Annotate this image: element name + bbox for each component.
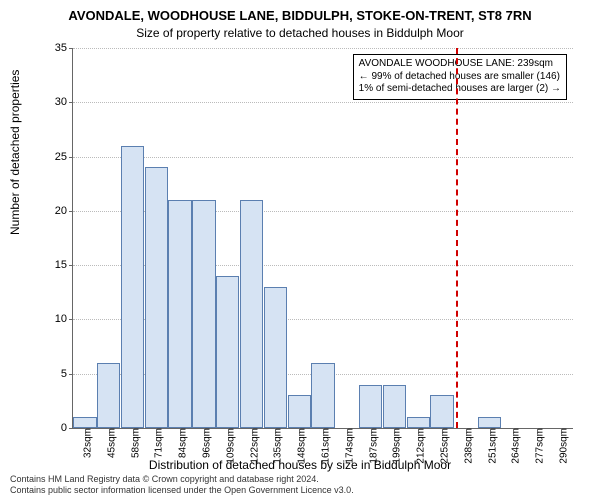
chart-container: { "titles": { "line1": "AVONDALE, WOODHO… <box>0 0 600 500</box>
chart-title: AVONDALE, WOODHOUSE LANE, BIDDULPH, STOK… <box>0 8 600 23</box>
histogram-bar <box>240 200 263 428</box>
x-tick-mark <box>371 428 372 432</box>
gridline <box>73 48 573 49</box>
x-tick-mark <box>466 428 467 432</box>
x-tick: 58sqm <box>124 428 141 458</box>
x-tick-mark <box>561 428 562 432</box>
histogram-bar <box>430 395 453 428</box>
x-tick-mark <box>275 428 276 432</box>
x-tick-mark <box>442 428 443 432</box>
x-tick-mark <box>513 428 514 432</box>
histogram-bar <box>311 363 334 428</box>
x-tick-mark <box>228 428 229 432</box>
footer-line: Contains HM Land Registry data © Crown c… <box>10 474 590 485</box>
marker-line <box>456 48 458 428</box>
x-tick-mark <box>490 428 491 432</box>
x-tick-mark <box>180 428 181 432</box>
footer-attribution: Contains HM Land Registry data © Crown c… <box>10 474 590 496</box>
x-tick-mark <box>299 428 300 432</box>
y-tick-mark <box>69 428 73 429</box>
histogram-bar <box>383 385 406 428</box>
x-tick-mark <box>418 428 419 432</box>
x-tick-mark <box>323 428 324 432</box>
annotation-box: AVONDALE WOODHOUSE LANE: 239sqm ← 99% of… <box>353 54 567 100</box>
x-tick: 45sqm <box>100 428 117 458</box>
x-tick-mark <box>252 428 253 432</box>
histogram-bar <box>264 287 287 428</box>
x-tick-mark <box>133 428 134 432</box>
x-tick-mark <box>347 428 348 432</box>
y-axis-label: Number of detached properties <box>8 70 22 235</box>
x-axis-label: Distribution of detached houses by size … <box>0 458 600 472</box>
histogram-bar <box>73 417 96 428</box>
histogram-bar <box>359 385 382 428</box>
histogram-bar <box>216 276 239 428</box>
histogram-bar <box>145 167 168 428</box>
x-tick: 32sqm <box>76 428 93 458</box>
x-tick-mark <box>156 428 157 432</box>
annotation-line: ← 99% of detached houses are smaller (14… <box>359 71 561 84</box>
histogram-bar <box>97 363 120 428</box>
chart-subtitle: Size of property relative to detached ho… <box>0 26 600 40</box>
annotation-line: AVONDALE WOODHOUSE LANE: 239sqm <box>359 58 561 71</box>
gridline <box>73 157 573 158</box>
x-tick-mark <box>537 428 538 432</box>
x-tick-mark <box>394 428 395 432</box>
x-tick-mark <box>85 428 86 432</box>
histogram-bar <box>192 200 215 428</box>
gridline <box>73 102 573 103</box>
x-tick-mark <box>109 428 110 432</box>
x-tick: 96sqm <box>195 428 212 458</box>
x-tick-mark <box>204 428 205 432</box>
annotation-line: 1% of semi-detached houses are larger (2… <box>359 83 561 96</box>
histogram-bar <box>288 395 311 428</box>
x-tick: 84sqm <box>172 428 189 458</box>
plot-area: AVONDALE WOODHOUSE LANE: 239sqm ← 99% of… <box>72 48 573 429</box>
x-tick: 71sqm <box>148 428 165 458</box>
footer-line: Contains public sector information licen… <box>10 485 590 496</box>
histogram-bar <box>407 417 430 428</box>
histogram-bar <box>168 200 191 428</box>
histogram-bar <box>478 417 501 428</box>
histogram-bar <box>121 146 144 428</box>
